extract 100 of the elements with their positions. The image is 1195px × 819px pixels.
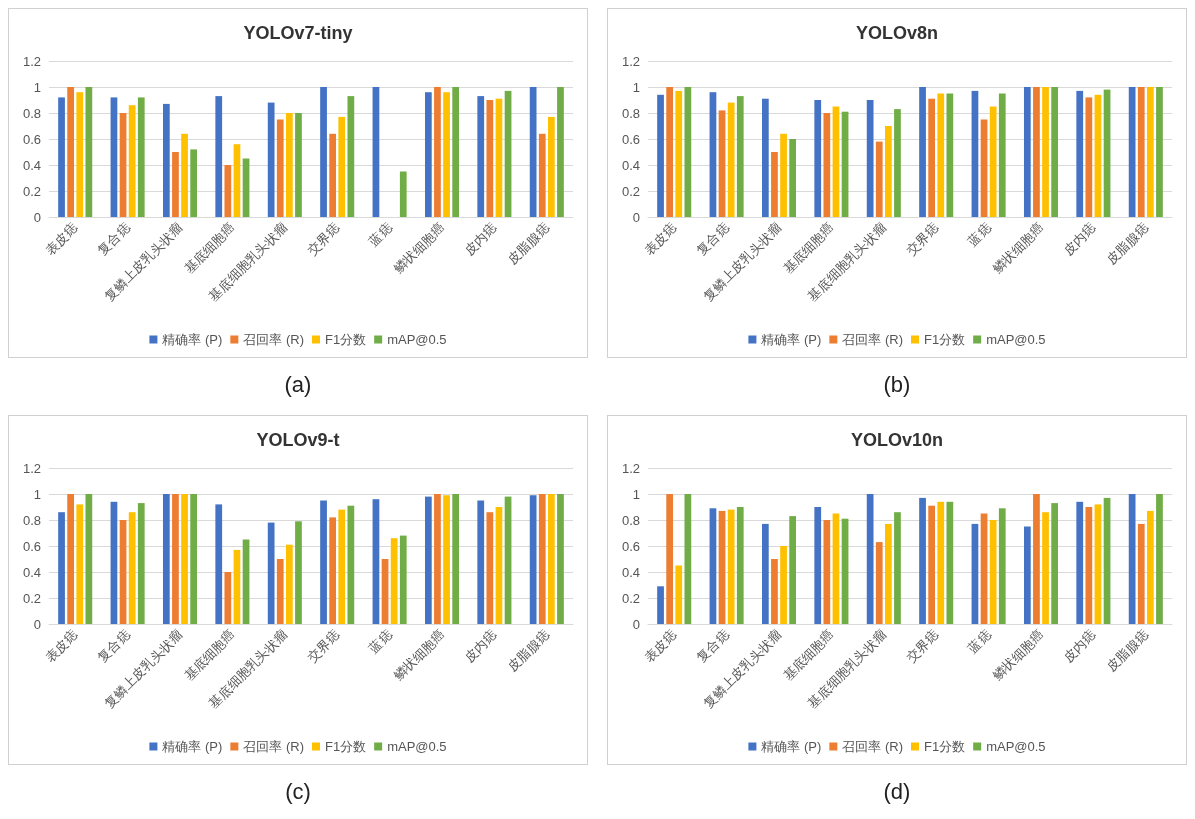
bar [684,494,692,624]
text: (d) [883,779,911,804]
bar [875,141,883,217]
bar [320,87,327,217]
y-tick-label: 0.8 [621,512,640,528]
bar [928,505,936,624]
x-tick-label: 复合痣 [94,219,133,258]
bar [215,504,223,624]
bar [285,544,293,624]
bar [128,512,136,624]
bar [452,87,460,217]
bar [946,501,954,624]
bar [190,149,198,217]
bar [477,96,485,217]
y-tick-label: 0 [632,616,640,632]
bar [172,494,179,624]
bar [780,133,787,217]
bar [128,105,136,217]
x-tick-label: 皮脂腺痣 [1103,626,1152,675]
x-tick-label: 皮脂腺痣 [1103,219,1152,268]
bar [727,509,735,624]
legend-label: F1分数 [324,332,367,347]
bar [1146,87,1154,217]
bar [85,87,93,217]
bar [823,520,831,624]
bar [761,523,769,624]
bar [452,494,460,624]
y-tick-label: 0.8 [621,105,640,121]
bar [347,505,355,624]
bar [424,92,432,217]
bar [486,100,494,217]
bar [181,494,188,624]
y-tick-label: 0.6 [22,538,41,554]
bar [657,94,664,217]
legend-label: mAP@0.5 [986,739,1046,754]
bar [137,503,145,624]
bar [1128,494,1136,624]
bar [789,139,797,217]
bar [399,171,407,217]
y-tick-label: 0.6 [621,131,640,147]
x-tick-label: 皮内痣 [1060,219,1099,258]
bar [875,542,883,624]
legend-label: 召回率 (R) [842,739,904,754]
bar [761,98,769,217]
bar [172,152,179,217]
y-tick-label: 0.4 [621,564,640,580]
x-tick-label: 蓝痣 [365,219,395,249]
bar [1023,526,1031,624]
bar [58,97,65,217]
bar [338,116,346,217]
bar [657,586,664,624]
bar [137,97,145,217]
bar [76,92,84,217]
bar [814,100,822,217]
legend-label: 精确率 (P) [761,332,822,347]
bar [443,92,450,217]
bar [823,113,831,217]
legend-label: 精确率 (P) [162,739,223,754]
x-tick-label: 皮脂腺痣 [504,626,553,675]
bar [928,98,936,217]
text: (c) [285,779,311,804]
bar [67,494,75,624]
legend-label: mAP@0.5 [986,332,1046,347]
legend-label: mAP@0.5 [387,332,447,347]
x-tick-label: 皮内痣 [461,219,500,258]
bar [538,133,546,217]
y-tick-label: 0.6 [621,538,640,554]
legend-label: F1分数 [324,739,367,754]
bar [443,495,450,624]
y-tick-label: 0 [632,209,640,225]
y-tick-label: 1.2 [22,53,41,69]
bar [814,507,822,624]
bar [989,106,997,217]
x-tick-label: 蓝痣 [964,626,994,656]
bar [1085,97,1093,217]
y-tick-label: 1.2 [621,460,640,476]
y-tick-label: 0.2 [22,183,41,199]
bar [666,87,674,217]
bar [789,516,797,624]
legend-label: 精确率 (P) [761,739,822,754]
y-tick-label: 0.2 [621,590,640,606]
bar [736,96,744,217]
bar [1051,87,1059,217]
y-tick-label: 0.6 [22,131,41,147]
y-tick-label: 0 [33,616,41,632]
x-tick-label: 复合痣 [693,626,732,665]
x-tick-label: 蓝痣 [365,626,395,656]
legend-label: 召回率 (R) [243,332,305,347]
x-tick-label: 表皮痣 [42,219,81,258]
bar [399,535,407,624]
y-tick-label: 0 [33,209,41,225]
bar [1146,510,1154,624]
bar [1033,87,1040,217]
x-tick-label: 交界痣 [903,626,942,665]
legend-label: 召回率 (R) [243,739,305,754]
bar [67,87,75,217]
bar [1085,507,1093,624]
x-tick-label: 皮内痣 [461,626,500,665]
bar [547,116,555,217]
bar [884,126,892,217]
